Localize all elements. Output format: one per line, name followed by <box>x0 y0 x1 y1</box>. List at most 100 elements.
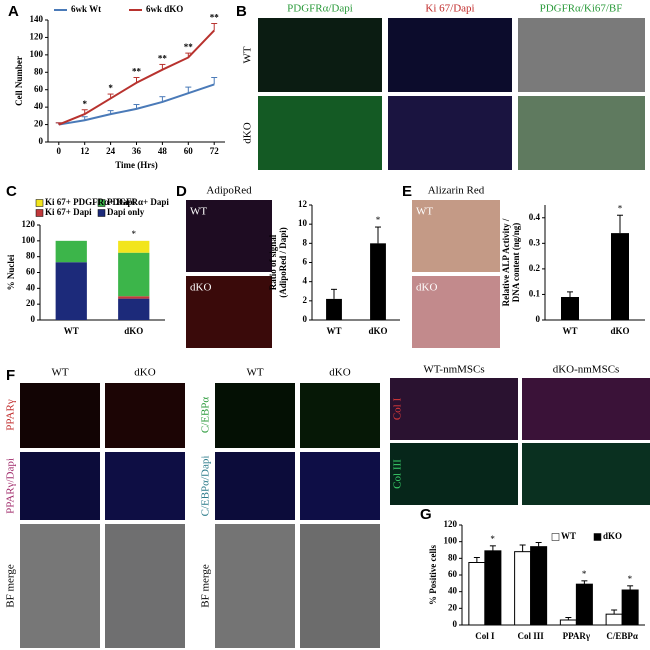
row-label: Col III <box>392 459 404 489</box>
y-axis-label: % Nuclei <box>6 254 16 290</box>
bar <box>575 583 593 626</box>
y-tick-label: 60 <box>34 84 44 94</box>
row-label: C/EBPα <box>200 397 212 434</box>
y-axis-label: Cell Number <box>14 56 24 106</box>
y-tick-label: 10 <box>298 218 308 228</box>
x-tick-label: 0 <box>57 146 62 156</box>
bar-segment <box>118 252 150 297</box>
row-label: PPARγ <box>5 399 17 431</box>
legend-label: 6wk Wt <box>71 4 101 14</box>
panel-label: C <box>6 183 17 200</box>
y-tick-label: 0.2 <box>529 263 541 273</box>
legend-label: dKO <box>603 531 622 541</box>
annotation: * <box>490 534 495 544</box>
row-label: Col I <box>392 398 404 421</box>
bar <box>484 550 502 626</box>
panel-label: E <box>402 183 412 200</box>
bar <box>370 243 386 320</box>
legend-swatch <box>551 533 560 541</box>
y-tick-label: 40 <box>448 586 458 596</box>
row-label: dKO <box>242 122 254 143</box>
y-axis-label: (AdipoRed / Dapi) <box>278 227 288 298</box>
legend-label: Ki 67+ Dapi <box>45 207 92 217</box>
panel-label: G <box>420 506 432 523</box>
x-tick-label: 12 <box>80 146 90 156</box>
y-tick-label: 100 <box>30 49 44 59</box>
y-tick-label: 40 <box>34 101 44 111</box>
y-axis-label: Relative ALP Activity / <box>501 218 511 306</box>
column-header: PDGFRα/Dapi <box>287 3 353 15</box>
y-tick-label: 2 <box>303 295 308 305</box>
y-tick-label: 8 <box>303 237 308 247</box>
x-tick-label: C/EBPα <box>606 631 638 641</box>
x-tick-label: WT <box>64 326 79 336</box>
annotation: * <box>618 203 623 213</box>
bar <box>468 562 486 626</box>
image-label: dKO <box>190 282 211 294</box>
x-tick-label: 24 <box>106 146 116 156</box>
x-tick-label: dKO <box>124 326 143 336</box>
image-title: AdipoRed <box>206 185 252 197</box>
annotation: * <box>376 215 381 225</box>
bar <box>514 551 532 626</box>
column-header: WT <box>246 367 263 379</box>
y-tick-label: 120 <box>444 519 458 529</box>
image-label: WT <box>190 206 207 218</box>
annotation: ** <box>210 13 220 23</box>
x-tick-label: dKO <box>368 326 387 336</box>
x-tick-label: WT <box>562 326 577 336</box>
image-title: Alizarin Red <box>428 185 485 197</box>
column-header: Ki 67/Dapi <box>425 3 474 15</box>
bar-segment <box>118 240 150 253</box>
legend-swatch <box>35 199 44 207</box>
y-tick-label: 40 <box>26 282 36 292</box>
column-header: PDGFRα/Ki67/BF <box>540 3 623 15</box>
column-header: WT <box>51 367 68 379</box>
y-tick-label: 80 <box>26 251 36 261</box>
y-tick-label: 120 <box>30 31 44 41</box>
legend-label: Dapi only <box>107 207 145 217</box>
y-tick-label: 0.3 <box>529 237 541 247</box>
y-tick-label: 20 <box>26 298 36 308</box>
panel-label: D <box>176 183 187 200</box>
x-axis-label: Time (Hrs) <box>115 160 158 170</box>
annotation: ** <box>184 42 194 52</box>
x-tick-label: WT <box>326 326 341 336</box>
bar <box>611 233 629 320</box>
column-header: WT-nmMSCs <box>423 364 484 376</box>
y-tick-label: 120 <box>22 219 36 229</box>
micrographs <box>20 18 650 648</box>
legend-label: PDGFRα+ Dapi <box>107 197 169 207</box>
panel-label: F <box>6 367 15 384</box>
legend-label: Ki 67+ PDGFRα+ Dapi <box>45 197 136 207</box>
y-tick-label: 60 <box>26 267 36 277</box>
y-axis-label: DNA content (ng/ng) <box>511 223 521 303</box>
row-label: PPARγ/Dapi <box>5 458 17 514</box>
annotation: * <box>82 99 87 109</box>
bar <box>605 613 623 626</box>
y-tick-label: 0 <box>303 314 308 324</box>
bar <box>559 619 577 626</box>
y-tick-label: 0.4 <box>529 212 541 222</box>
row-label: C/EBPα/Dapi <box>200 456 212 517</box>
y-tick-label: 0 <box>31 314 36 324</box>
y-tick-label: 4 <box>303 276 308 286</box>
bar <box>530 546 548 626</box>
bar <box>561 297 579 320</box>
bar <box>621 589 639 626</box>
y-tick-label: 100 <box>22 235 36 245</box>
column-header: dKO-nmMSCs <box>553 364 620 376</box>
x-tick-label: 60 <box>184 146 194 156</box>
bar-segment <box>55 240 87 263</box>
annotation: ** <box>132 67 142 77</box>
y-tick-label: 0 <box>536 314 541 324</box>
x-tick-label: 36 <box>132 146 142 156</box>
image-label: dKO <box>416 282 437 294</box>
y-tick-label: 100 <box>444 536 458 546</box>
y-tick-label: 20 <box>34 119 44 129</box>
annotation: * <box>108 83 113 93</box>
row-label: BF merge <box>200 564 212 608</box>
legend-swatch <box>35 209 44 217</box>
annotation: * <box>628 574 633 584</box>
annotation: ** <box>158 54 168 64</box>
